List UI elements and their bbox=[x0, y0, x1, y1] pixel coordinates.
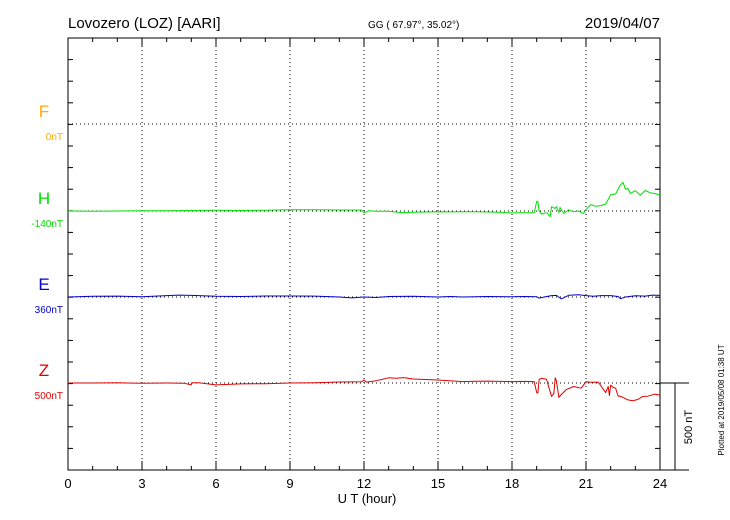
grid bbox=[68, 38, 660, 470]
series-baseline-Z: 500nT bbox=[35, 391, 63, 402]
x-tick-labels: 0 3 6 9 12 15 18 21 24 bbox=[64, 476, 667, 491]
x-tick-label: 12 bbox=[357, 476, 371, 491]
plotted-at-note: Plotted at 2019/05/08 01:38 UT bbox=[717, 344, 726, 455]
series-baseline-H: -140nT bbox=[31, 219, 63, 230]
x-tick-label: 6 bbox=[212, 476, 219, 491]
series-label-F: F bbox=[39, 102, 49, 121]
trace-H bbox=[67, 181, 661, 218]
x-tick-label: 9 bbox=[286, 476, 293, 491]
x-tick-label: 24 bbox=[653, 476, 667, 491]
series-labels: F 0nT H -140nT E 360nT Z 500nT bbox=[31, 102, 63, 402]
series-label-H: H bbox=[38, 189, 50, 208]
scale-bar: 500 nT bbox=[660, 382, 695, 471]
x-tick-label: 0 bbox=[64, 476, 71, 491]
series-label-E: E bbox=[38, 275, 49, 294]
axis-ticks bbox=[67, 37, 661, 471]
series-baseline-E: 360nT bbox=[35, 305, 63, 316]
x-axis-label: U T (hour) bbox=[338, 491, 397, 506]
series-baseline-F: 0nT bbox=[46, 132, 63, 143]
x-tick-label: 3 bbox=[138, 476, 145, 491]
trace-Z bbox=[68, 377, 661, 402]
scale-bar-label: 500 nT bbox=[683, 410, 695, 445]
chart-date: 2019/04/07 bbox=[585, 15, 660, 32]
trace-E bbox=[67, 294, 661, 300]
traces bbox=[67, 181, 661, 402]
chart-title: Lovozero (LOZ) [AARI] bbox=[68, 15, 221, 32]
series-label-Z: Z bbox=[39, 361, 49, 380]
x-tick-label: 21 bbox=[579, 476, 593, 491]
station-coordinates: GG ( 67.97°, 35.02°) bbox=[368, 20, 459, 31]
x-tick-label: 15 bbox=[431, 476, 445, 491]
x-tick-label: 18 bbox=[505, 476, 519, 491]
